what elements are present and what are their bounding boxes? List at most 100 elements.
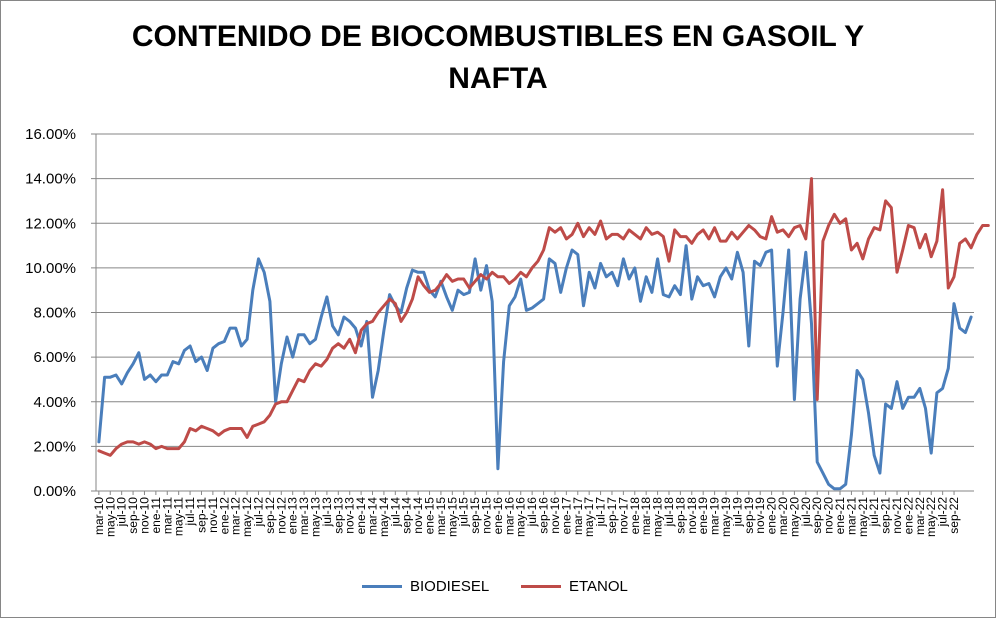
series-line-etanol (97, 177, 990, 457)
chart-title-line-2: NAFTA (448, 62, 548, 95)
x-tick-label: may-17 (582, 497, 596, 537)
x-tick-label: jul-12 (251, 497, 265, 528)
x-tick-label: nov-10 (137, 497, 151, 534)
x-tick-label: sep-19 (742, 497, 756, 534)
x-tick-label: may-12 (240, 497, 254, 537)
y-tick-label: 12.00% (25, 215, 76, 232)
x-tick-label: ene-12 (217, 497, 231, 535)
x-tick-label: mar-15 (434, 497, 448, 535)
x-tick-label: ene-11 (149, 497, 163, 534)
x-tick-label: may-19 (719, 497, 733, 537)
x-tick-label: mar-10 (92, 497, 106, 535)
x-tick-label: nov-11 (206, 497, 220, 533)
x-tick-label: may-15 (445, 497, 459, 537)
chart-title: CONTENIDO DE BIOCOMBUSTIBLES EN GASOIL Y… (0, 16, 996, 100)
x-tick-label: sep-10 (126, 497, 140, 534)
x-tick-label: may-20 (787, 497, 801, 537)
y-tick-label: 2.00% (33, 438, 76, 455)
x-tick-label: mar-13 (297, 497, 311, 535)
x-tick-label: sep-11 (194, 497, 208, 533)
x-tick-label: sep-18 (673, 497, 687, 534)
x-tick-label: jul-15 (457, 497, 471, 528)
x-tick-label: mar-19 (708, 497, 722, 535)
x-tick-label: jul-16 (525, 497, 539, 528)
x-tick-label: ene-22 (901, 497, 915, 535)
x-tick-label: sep-22 (947, 497, 961, 534)
x-tick-label: nov-13 (343, 497, 357, 534)
x-tick-label: jul-22 (936, 497, 950, 528)
y-tick-label: 14.00% (25, 171, 76, 188)
x-tick-label: sep-13 (331, 497, 345, 534)
x-tick-label: ene-17 (559, 497, 573, 535)
x-tick-label: nov-15 (480, 497, 494, 534)
x-tick-label: ene-15 (423, 497, 437, 535)
x-tick-label: mar-22 (913, 497, 927, 535)
x-tick-label: jul-11 (183, 497, 197, 527)
x-tick-label: nov-14 (411, 497, 425, 534)
x-tick-label: jul-21 (867, 497, 881, 528)
x-tick-label: sep-20 (810, 497, 824, 534)
y-axis-tick-labels: 0.00% 2.00% 4.00% 6.00% 8.00% 10.00% 12.00% 14.… (25, 126, 76, 500)
x-tick-label: sep-16 (537, 497, 551, 534)
x-tick-label: sep-15 (468, 497, 482, 534)
legend-label-biodiesel: BIODIESEL (410, 577, 490, 595)
x-tick-label: jul-17 (594, 497, 608, 528)
x-tick-label: jul-19 (730, 497, 744, 528)
x-tick-label: nov-21 (890, 497, 904, 534)
x-tick-label: ene-20 (765, 497, 779, 535)
series-line-biodiesel (97, 244, 973, 491)
x-tick-label: may-16 (514, 497, 528, 537)
y-tick-label: 8.00% (33, 305, 76, 322)
x-tick-label: may-18 (651, 497, 665, 537)
x-tick-label: mar-20 (776, 497, 790, 535)
x-tick-label: sep-14 (400, 497, 414, 534)
x-tick-label: jul-10 (115, 497, 129, 528)
legend-swatch-biodiesel (362, 584, 402, 588)
x-tick-label: ene-18 (628, 497, 642, 535)
y-tick-label: 16.00% (25, 126, 76, 143)
x-tick-label: mar-16 (502, 497, 516, 535)
x-tick-label: ene-13 (286, 497, 300, 535)
legend: BIODIESEL ETANOL (0, 574, 996, 598)
y-tick-label: 6.00% (33, 349, 76, 366)
x-tick-label: may-22 (924, 497, 938, 537)
x-tick-label: ene-16 (491, 497, 505, 535)
x-tick-label: jul-13 (320, 497, 334, 528)
x-tick-label: may-11 (172, 497, 186, 536)
series-lines (97, 177, 990, 491)
x-tick-label: mar-14 (366, 497, 380, 535)
x-tick-label: sep-12 (263, 497, 277, 534)
y-tick-label: 4.00% (33, 394, 76, 411)
x-tick-label: sep-17 (605, 497, 619, 534)
x-tick-label: ene-21 (833, 497, 847, 535)
x-tick-label: jul-14 (388, 497, 402, 528)
x-tick-label: mar-12 (229, 497, 243, 535)
y-tick-label: 10.00% (25, 260, 76, 277)
x-tick-label: nov-19 (753, 497, 767, 534)
legend-swatch-etanol (521, 584, 561, 588)
gridlines (91, 133, 974, 492)
x-tick-label: mar-17 (571, 497, 585, 535)
x-tick-label: mar-21 (844, 497, 858, 535)
x-tick-label: may-21 (856, 497, 870, 537)
chart-title-line-1: CONTENIDO DE BIOCOMBUSTIBLES EN GASOIL Y (131, 20, 865, 53)
x-tick-label: nov-17 (616, 497, 630, 534)
x-tick-label: jul-20 (799, 497, 813, 528)
x-tick-label: nov-12 (274, 497, 288, 534)
x-tick-label: mar-18 (639, 497, 653, 535)
y-tick-label: 0.00% (33, 483, 76, 500)
x-tick-label: ene-14 (354, 497, 368, 535)
x-tick-label: sep-21 (879, 497, 893, 534)
x-tick-label: mar-11 (160, 497, 174, 534)
axes (95, 134, 974, 492)
x-tick-label: ene-19 (696, 497, 710, 535)
x-axis-tick-labels: mar-10may-10jul-10sep-10nov-10ene-11mar-… (92, 491, 961, 537)
legend-item-biodiesel: BIODIESEL (362, 574, 489, 598)
legend-label-etanol: ETANOL (569, 577, 628, 595)
x-tick-label: jul-18 (662, 497, 676, 528)
legend-item-etanol: ETANOL (521, 574, 628, 598)
x-tick-label: nov-16 (548, 497, 562, 534)
x-tick-label: may-13 (309, 497, 323, 537)
